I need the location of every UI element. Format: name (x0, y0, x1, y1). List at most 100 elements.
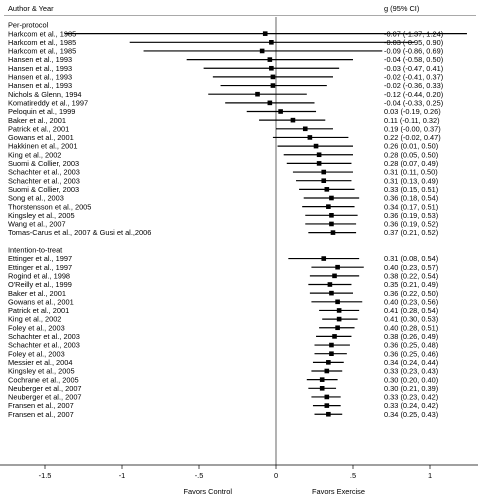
point-estimate-marker (326, 360, 331, 365)
study-label: Kingsley et al., 2005 (8, 367, 75, 376)
point-estimate-marker (335, 264, 340, 270)
study-label: Foley et al., 2003 (8, 349, 65, 358)
study-ci-text: 0.36 (0.19, 0.53) (384, 211, 438, 220)
study-label: Harkcom et al., 1985 (8, 38, 76, 47)
x-tick-label: 1 (428, 471, 432, 480)
point-estimate-marker (335, 325, 340, 331)
header-right: g (95% CI) (384, 4, 419, 13)
study-label: Neuberger et al., 2007 (8, 384, 82, 393)
point-estimate-marker (326, 411, 331, 417)
study-ci-text: 0.35 (0.21, 0.49) (384, 280, 438, 289)
point-estimate-marker (270, 74, 276, 80)
study-label: Schachter et al., 2003 (8, 332, 80, 341)
point-estimate-marker (321, 256, 327, 261)
study-label: Baker et al., 2001 (8, 116, 66, 125)
point-estimate-marker (329, 351, 334, 356)
x-caption-left: Favors Control (184, 487, 233, 496)
point-estimate-marker (321, 178, 327, 183)
study-label: Hansen et al., 1993 (8, 64, 72, 73)
study-label: Wang et al., 2007 (8, 220, 66, 229)
study-ci-text: 0.36 (0.18, 0.54) (384, 194, 438, 203)
group-label: Intention-to-treat (8, 246, 62, 255)
study-ci-text: 0.40 (0.23, 0.57) (384, 263, 438, 272)
point-estimate-marker (335, 299, 340, 305)
point-estimate-marker (324, 368, 330, 374)
study-ci-text: 0.22 (-0.02, 0.47) (384, 133, 441, 142)
point-estimate-marker (262, 31, 268, 36)
point-estimate-marker (270, 83, 276, 88)
x-tick-label: 0 (274, 471, 278, 480)
point-estimate-marker (267, 57, 273, 62)
point-estimate-marker (332, 273, 337, 279)
point-estimate-marker (329, 342, 334, 348)
x-tick-label: -1 (119, 471, 126, 480)
study-ci-text: 0.33 (0.23, 0.43) (384, 367, 438, 376)
study-ci-text: -0.09 (-0.86, 0.69) (384, 47, 443, 56)
x-caption-right: Favors Exercise (312, 487, 365, 496)
point-estimate-marker (269, 40, 274, 45)
point-estimate-marker (319, 386, 325, 391)
study-ci-text: 0.31 (0.08, 0.54) (384, 254, 438, 263)
study-label: Harkcom et al., 1985 (8, 47, 76, 56)
study-ci-text: 0.33 (0.23, 0.42) (384, 393, 438, 402)
study-label: Fransen et al., 2007 (8, 410, 74, 419)
study-label: Patrick et al., 2001 (8, 124, 69, 133)
study-label: Thorstensson et al., 2005 (8, 202, 91, 211)
point-estimate-marker (278, 109, 283, 114)
point-estimate-marker (329, 213, 334, 218)
point-estimate-marker (324, 403, 330, 408)
point-estimate-marker (316, 161, 322, 166)
study-label: Fransen et al., 2007 (8, 401, 74, 410)
study-label: Cochrane et al., 2005 (8, 375, 79, 384)
study-ci-text: 0.36 (0.25, 0.46) (384, 349, 438, 358)
study-label: Suomi & Collier, 2003 (8, 159, 79, 168)
point-estimate-marker (267, 100, 273, 106)
study-ci-text: 0.30 (0.21, 0.39) (384, 384, 438, 393)
study-label: Baker et al., 2001 (8, 289, 66, 298)
study-ci-text: 0.34 (0.25, 0.43) (384, 410, 438, 419)
point-estimate-marker (336, 316, 342, 322)
study-label: Peloquin et al., 1999 (8, 107, 75, 116)
study-ci-text: 0.41 (0.28, 0.54) (384, 306, 438, 315)
study-ci-text: 0.40 (0.23, 0.56) (384, 297, 438, 306)
point-estimate-marker (302, 126, 308, 132)
group-label: Per-protocol (8, 21, 49, 30)
study-ci-text: 0.36 (0.22, 0.50) (384, 289, 438, 298)
point-estimate-marker (327, 282, 333, 287)
study-label: Ettinger et al., 1997 (8, 254, 72, 263)
x-axis: -1.5-1-.50.511.5 (0, 17, 478, 480)
study-label: Rogind et al., 1998 (8, 271, 70, 280)
point-estimate-marker (255, 91, 260, 97)
study-ci-text: 0.38 (0.22, 0.54) (384, 271, 438, 280)
study-ci-text: -0.02 (-0.41, 0.37) (384, 73, 443, 82)
study-label: Kingsley et al., 2005 (8, 211, 75, 220)
x-tick-label: -1.5 (39, 471, 52, 480)
point-estimate-marker (313, 143, 319, 149)
header-left: Author & Year (8, 4, 54, 13)
study-ci-text: 0.03 (-0.19, 0.26) (384, 107, 441, 116)
study-ci-text: 0.34 (0.17, 0.51) (384, 202, 438, 211)
study-label: Suomi & Collier, 2003 (8, 185, 79, 194)
study-label: O'Reilly et al., 1999 (8, 280, 72, 289)
study-label: Foley et al., 2003 (8, 323, 65, 332)
study-ci-text: 0.28 (0.05, 0.50) (384, 150, 438, 159)
point-estimate-marker (330, 230, 336, 235)
study-ci-text: 0.33 (0.24, 0.42) (384, 401, 438, 410)
study-ci-text: 0.33 (0.15, 0.51) (384, 185, 438, 194)
study-label: King et al., 2002 (8, 150, 61, 159)
point-estimate-marker (324, 187, 330, 192)
study-label: Neuberger et al., 2007 (8, 393, 82, 402)
study-label: Messier et al., 2004 (8, 358, 73, 367)
study-ci-text: -0.02 (-0.36, 0.33) (384, 81, 443, 90)
study-label: Schachter et al., 2003 (8, 176, 80, 185)
point-estimate-marker (332, 334, 337, 339)
study-label: Hansen et al., 1993 (8, 81, 72, 90)
study-label: Gowans et al., 2001 (8, 133, 74, 142)
study-ci-text: 0.36 (0.19, 0.52) (384, 220, 438, 229)
point-estimate-marker (329, 290, 334, 296)
study-ci-text: 0.34 (0.24, 0.44) (384, 358, 438, 367)
x-tick-label: -.5 (195, 471, 204, 480)
study-label: Tomas-Carus et al., 2007 & Gusi et al.,2… (8, 228, 151, 237)
